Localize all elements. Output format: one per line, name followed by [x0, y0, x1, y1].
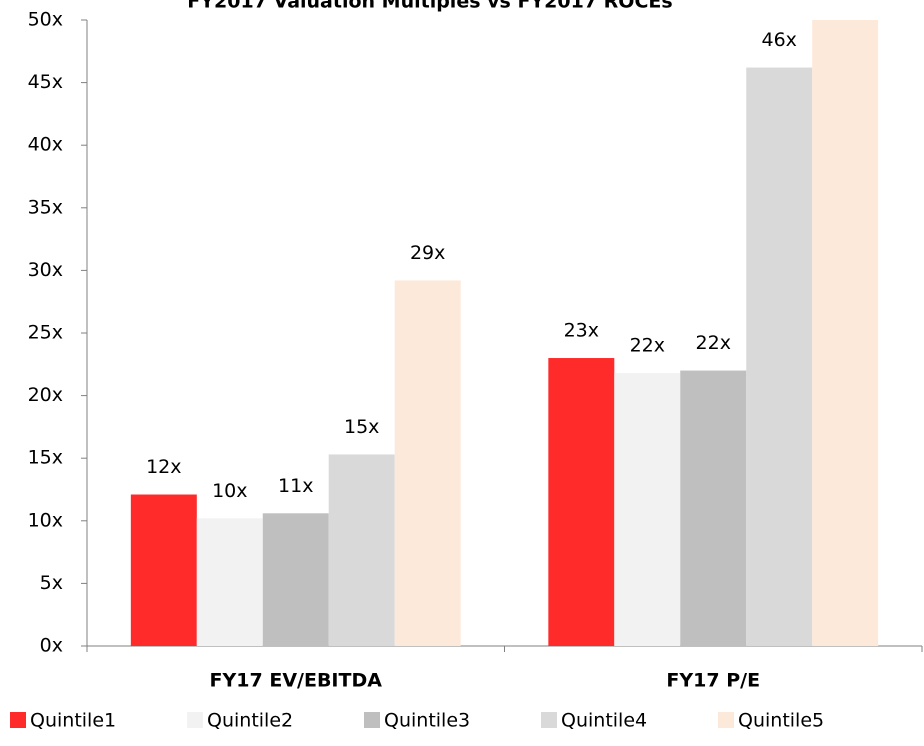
y-tick-label: 50x	[28, 9, 63, 31]
bar	[548, 358, 615, 646]
y-tick-label: 40x	[28, 134, 63, 156]
y-tick-label: 30x	[28, 259, 63, 281]
legend-swatch	[187, 712, 203, 728]
legend-label: Quintile4	[561, 710, 647, 732]
legend-swatch	[364, 712, 380, 728]
y-tick-label: 35x	[28, 196, 63, 218]
y-tick-label: 25x	[28, 322, 63, 344]
chart-title: FY2017 Valuation Multiples vs FY2017 ROC…	[187, 0, 672, 13]
legend-label: Quintile2	[207, 710, 293, 732]
y-tick-label: 5x	[40, 572, 63, 594]
legend-label: Quintile5	[738, 710, 824, 732]
bar	[394, 280, 461, 646]
legend-swatch	[718, 712, 734, 728]
y-tick-label: 15x	[28, 447, 63, 469]
data-label: 22x	[696, 332, 731, 354]
y-tick-label: 0x	[40, 635, 63, 657]
data-label: 22x	[630, 335, 665, 357]
data-label: 23x	[564, 320, 599, 342]
bar	[130, 494, 197, 646]
legend-label: Quintile1	[30, 710, 116, 732]
y-tick-label: 10x	[28, 509, 63, 531]
legend-swatch	[541, 712, 557, 728]
data-label: 10x	[212, 480, 247, 502]
y-tick-label: 20x	[28, 384, 63, 406]
bar	[614, 373, 681, 646]
bar	[328, 454, 395, 646]
data-label: 11x	[278, 475, 313, 497]
x-tick-label: FY17 EV/EBITDA	[210, 670, 383, 692]
legend-swatch	[10, 712, 26, 728]
bar	[812, 20, 879, 646]
legend-label: Quintile3	[384, 710, 470, 732]
x-tick-label: FY17 P/E	[666, 670, 760, 692]
data-label: 29x	[410, 242, 445, 264]
bar	[196, 518, 263, 646]
bar	[746, 67, 813, 647]
data-label: 15x	[344, 416, 379, 438]
bar	[680, 370, 747, 646]
data-label: 46x	[762, 29, 797, 51]
data-label: 12x	[146, 456, 181, 478]
y-tick-label: 45x	[28, 71, 63, 93]
bar	[262, 513, 329, 646]
